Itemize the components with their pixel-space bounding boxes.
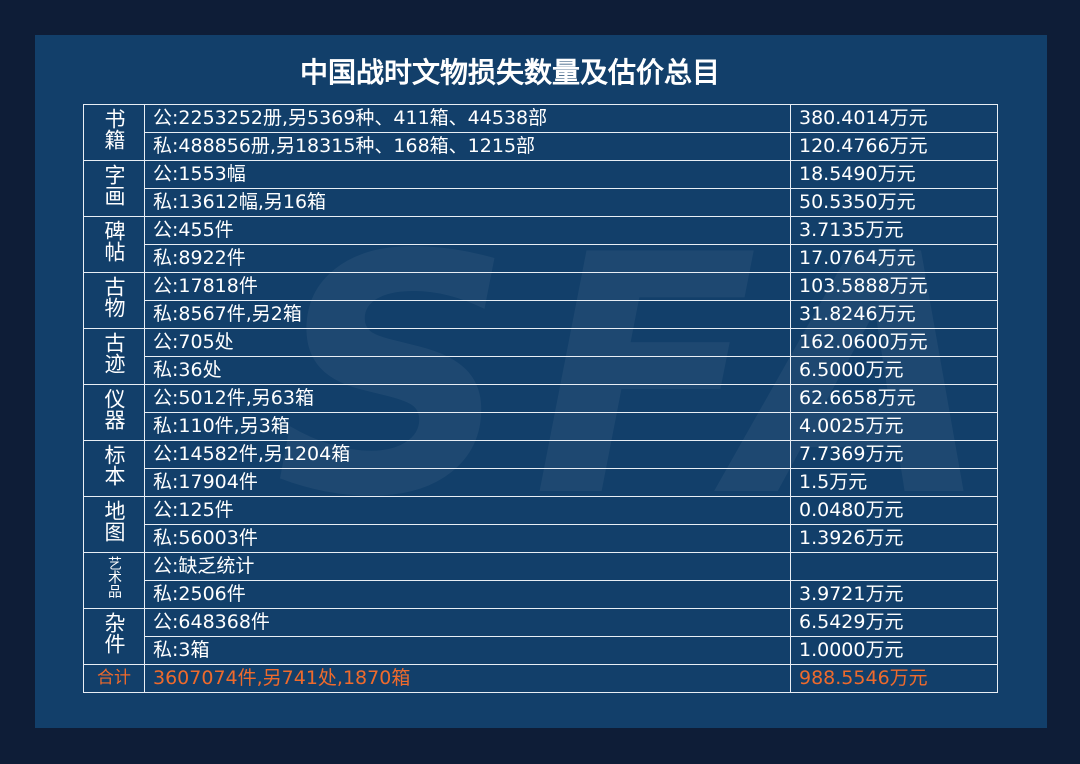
value-cell: 62.6658万元 [790, 384, 998, 413]
value-cell: 50.5350万元 [790, 188, 998, 217]
table-row: 私:56003件 1.3926万元 [84, 524, 998, 553]
category: 古物 [102, 275, 126, 318]
table-row: 碑帖 公:455件 3.7135万元 [83, 216, 998, 273]
item-cell: 私:110件,另3箱 [144, 412, 791, 441]
value-cell: 103.5888万元 [790, 272, 998, 301]
item-cell: 私:13612幅,另16箱 [144, 188, 791, 217]
category: 碑帖 [102, 219, 126, 262]
item-cell: 公:14582件,另1204箱 [144, 440, 791, 469]
total-label: 合计 [83, 664, 145, 693]
item-cell: 私:17904件 [144, 468, 791, 497]
category-cell: 艺术品 [83, 552, 145, 609]
category-cell: 杂件 [83, 608, 145, 665]
value-cell [790, 552, 998, 581]
panel: SFA 中国战时文物损失数量及估价总目 书籍 公:2253252册,另5369种、… [35, 35, 1047, 728]
table-row: 古物 公:17818件 103.5888万元 [83, 272, 998, 329]
total-item: 3607074件,另741处,1870箱 [144, 664, 791, 693]
table-row: 书籍 公:2253252册,另5369种、411箱、44538部 380.4014万… [83, 104, 998, 161]
category: 杂件 [102, 611, 126, 654]
category-cell: 古迹 [83, 328, 145, 385]
category-cell: 地图 [83, 496, 145, 553]
value-cell: 17.0764万元 [790, 244, 998, 273]
category-cell: 字画 [83, 160, 145, 217]
category-cell: 标本 [83, 440, 145, 497]
value-cell: 18.5490万元 [790, 160, 998, 189]
item-cell: 公:455件 [144, 216, 791, 245]
value-cell: 120.4766万元 [790, 132, 998, 161]
loss-table: 书籍 公:2253252册,另5369种、411箱、44538部 380.4014万… [83, 104, 998, 693]
table-row: 私:8567件,另2箱 31.8246万元 [84, 300, 998, 329]
category-cell: 书籍 [83, 104, 145, 161]
table-row: 私:8922件 17.0764万元 [84, 244, 998, 273]
item-cell: 公:705处 [144, 328, 791, 357]
total-row: 合计 3607074件,另741处,1870箱 988.5546万元 [83, 664, 998, 693]
category-cell: 仪器 [83, 384, 145, 441]
value-cell: 31.8246万元 [790, 300, 998, 329]
table-row: 艺术品 公:缺乏统计 [83, 552, 998, 609]
table-row: 私:488856册,另18315种、168箱、1215部 120.4766万元 [84, 132, 998, 161]
item-cell: 公:648368件 [144, 608, 791, 637]
item-cell: 私:8567件,另2箱 [144, 300, 791, 329]
item-cell: 私:3箱 [144, 636, 791, 665]
category: 标本 [102, 443, 126, 486]
value-cell: 4.0025万元 [790, 412, 998, 441]
item-cell: 私:36处 [144, 356, 791, 385]
category: 古迹 [102, 331, 126, 374]
value-cell: 6.5429万元 [790, 608, 998, 637]
total-value: 988.5546万元 [790, 664, 998, 693]
value-cell: 0.0480万元 [790, 496, 998, 525]
table-row: 字画 公:1553幅 18.5490万元 [83, 160, 998, 217]
value-cell: 1.5万元 [790, 468, 998, 497]
value-cell: 6.5000万元 [790, 356, 998, 385]
category: 书籍 [102, 107, 126, 150]
value-cell: 1.3926万元 [790, 524, 998, 553]
category: 艺术品 [106, 555, 122, 598]
value-cell: 380.4014万元 [790, 104, 998, 133]
value-cell: 3.7135万元 [790, 216, 998, 245]
table-row: 私:3箱 1.0000万元 [84, 636, 998, 665]
value-cell: 7.7369万元 [790, 440, 998, 469]
value-cell: 3.9721万元 [790, 580, 998, 609]
item-cell: 私:488856册,另18315种、168箱、1215部 [144, 132, 791, 161]
item-cell: 公:1553幅 [144, 160, 791, 189]
category: 地图 [102, 499, 126, 542]
item-cell: 公:5012件,另63箱 [144, 384, 791, 413]
table-row: 私:36处 6.5000万元 [84, 356, 998, 385]
item-cell: 公:2253252册,另5369种、411箱、44538部 [144, 104, 791, 133]
table-row: 私:17904件 1.5万元 [84, 468, 998, 497]
table-row: 私:13612幅,另16箱 50.5350万元 [84, 188, 998, 217]
table-row: 杂件 公:648368件 6.5429万元 [83, 608, 998, 665]
category-cell: 碑帖 [83, 216, 145, 273]
item-cell: 公:125件 [144, 496, 791, 525]
item-cell: 私:56003件 [144, 524, 791, 553]
item-cell: 公:缺乏统计 [144, 552, 791, 581]
category: 字画 [102, 163, 126, 206]
item-cell: 私:8922件 [144, 244, 791, 273]
title: 中国战时文物损失数量及估价总目 [299, 56, 720, 89]
item-cell: 私:2506件 [144, 580, 791, 609]
table-row: 私:110件,另3箱 4.0025万元 [84, 412, 998, 441]
table-row: 私:2506件 3.9721万元 [84, 580, 998, 609]
category: 仪器 [102, 387, 126, 430]
table-row: 地图 公:125件 0.0480万元 [83, 496, 998, 553]
value-cell: 162.0600万元 [790, 328, 998, 357]
table-row: 标本 公:14582件,另1204箱 7.7369万元 [83, 440, 998, 497]
table-row: 仪器 公:5012件,另63箱 62.6658万元 [83, 384, 998, 441]
category-cell: 古物 [83, 272, 145, 329]
table-row: 古迹 公:705处 162.0600万元 [83, 328, 998, 385]
item-cell: 公:17818件 [144, 272, 791, 301]
value-cell: 1.0000万元 [790, 636, 998, 665]
